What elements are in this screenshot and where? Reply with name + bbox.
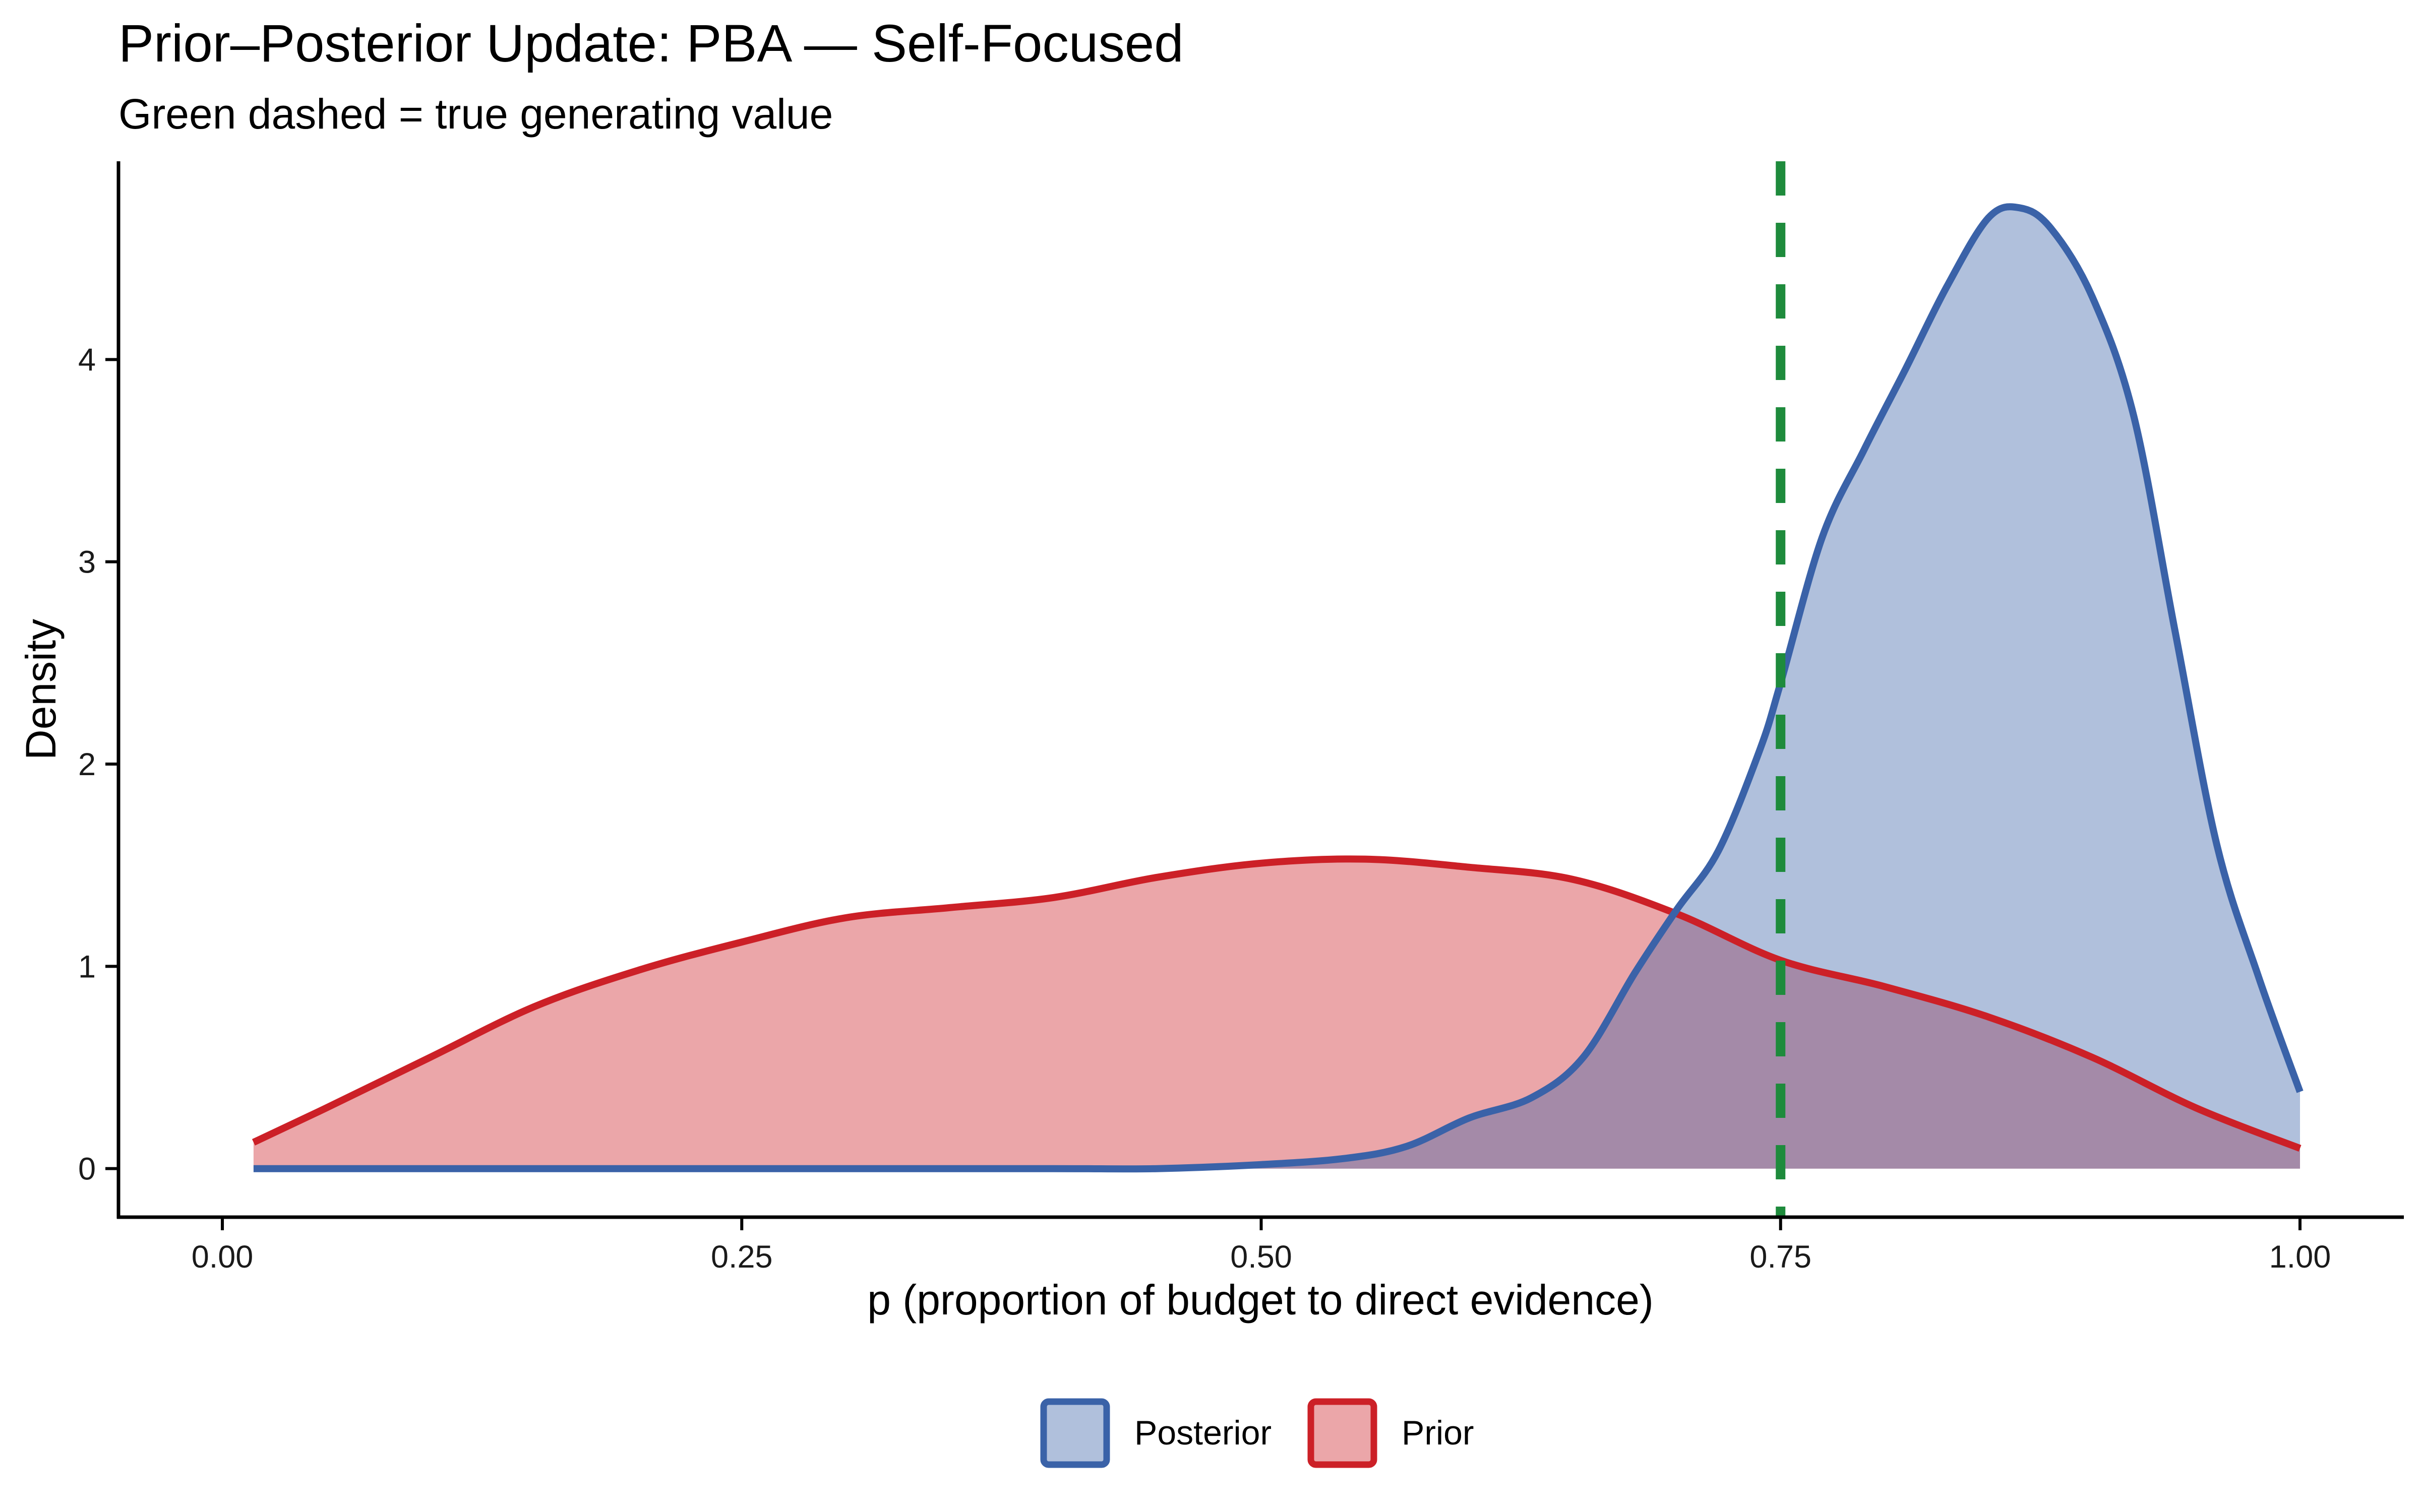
- x-tick-label: 0.00: [192, 1239, 254, 1275]
- legend-key-posterior: [1040, 1398, 1110, 1468]
- chart-subtitle: Green dashed = true generating value: [118, 90, 833, 138]
- x-axis-title: p (proportion of budget to direct eviden…: [867, 1276, 1654, 1324]
- legend: Posterior Prior: [1040, 1398, 1474, 1468]
- prior-density-line: [252, 855, 2302, 1152]
- posterior-density-area: [253, 207, 2301, 1169]
- chart-title: Prior–Posterior Update: PBA — Self-Focus…: [118, 14, 1184, 73]
- y-tick-label: 0: [78, 1152, 96, 1187]
- x-axis-ticks: 0.00 0.25 0.50 0.75 1.00: [192, 1217, 2331, 1275]
- legend-label-prior: Prior: [1402, 1414, 1474, 1452]
- x-tick-label: 1.00: [2269, 1239, 2331, 1275]
- y-tick-label: 1: [78, 949, 96, 984]
- x-tick-label: 0.50: [1230, 1239, 1292, 1275]
- legend-key-prior: [1307, 1398, 1377, 1468]
- y-tick-label: 4: [78, 342, 96, 377]
- y-axis-ticks: 0 1 2 3 4: [78, 342, 118, 1187]
- density-lines: [252, 203, 2304, 1173]
- x-tick-label: 0.75: [1749, 1239, 1811, 1275]
- x-tick-label: 0.25: [711, 1239, 773, 1275]
- y-axis-title: Density: [17, 619, 65, 760]
- y-tick-label: 2: [78, 747, 96, 782]
- density-areas: [253, 207, 2301, 1169]
- posterior-density-line: [253, 203, 2304, 1173]
- legend-label-posterior: Posterior: [1134, 1414, 1272, 1452]
- y-tick-label: 3: [78, 545, 96, 580]
